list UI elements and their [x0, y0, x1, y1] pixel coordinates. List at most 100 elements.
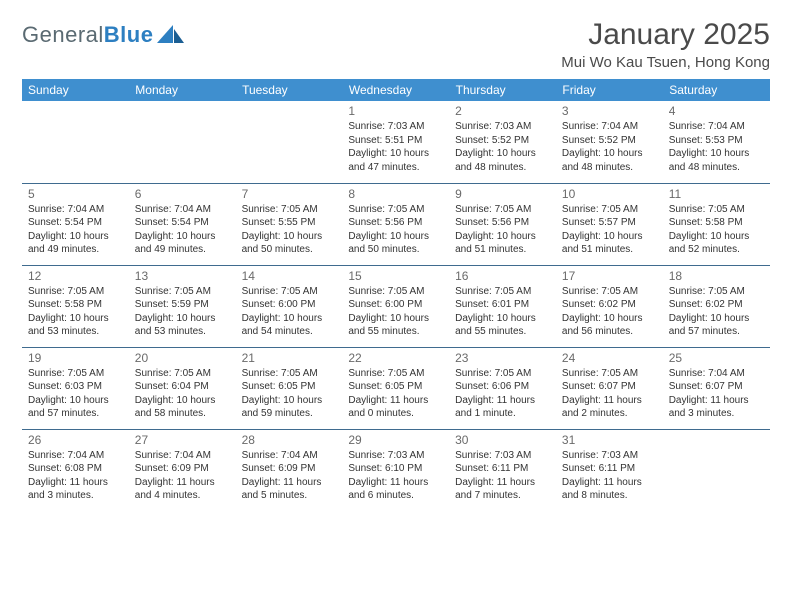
sunset-text: Sunset: 5:56 PM — [455, 216, 550, 230]
day-number: 5 — [28, 187, 123, 201]
daylight-text: Daylight: 11 hours and 0 minutes. — [348, 394, 443, 421]
day-number: 24 — [562, 351, 657, 365]
calendar-cell: 23Sunrise: 7:05 AMSunset: 6:06 PMDayligh… — [449, 347, 556, 429]
day-header: Thursday — [449, 79, 556, 101]
day-info: Sunrise: 7:05 AMSunset: 5:57 PMDaylight:… — [562, 203, 657, 257]
day-header: Saturday — [663, 79, 770, 101]
brand-text: GeneralBlue — [22, 22, 153, 48]
calendar-cell: 14Sunrise: 7:05 AMSunset: 6:00 PMDayligh… — [236, 265, 343, 347]
day-info: Sunrise: 7:05 AMSunset: 6:03 PMDaylight:… — [28, 367, 123, 421]
calendar-table: Sunday Monday Tuesday Wednesday Thursday… — [22, 79, 770, 511]
day-number: 8 — [348, 187, 443, 201]
sunset-text: Sunset: 5:51 PM — [348, 134, 443, 148]
calendar-cell: 29Sunrise: 7:03 AMSunset: 6:10 PMDayligh… — [342, 429, 449, 511]
calendar-cell: 22Sunrise: 7:05 AMSunset: 6:05 PMDayligh… — [342, 347, 449, 429]
day-header: Sunday — [22, 79, 129, 101]
calendar-cell: 8 Sunrise: 7:05 AMSunset: 5:56 PMDaylight… — [342, 183, 449, 265]
sunset-text: Sunset: 5:55 PM — [242, 216, 337, 230]
day-info: Sunrise: 7:05 AMSunset: 6:02 PMDaylight:… — [669, 285, 764, 339]
calendar-week-row: 26Sunrise: 7:04 AMSunset: 6:08 PMDayligh… — [22, 429, 770, 511]
sunset-text: Sunset: 6:05 PM — [348, 380, 443, 394]
day-number: 31 — [562, 433, 657, 447]
day-info: Sunrise: 7:05 AMSunset: 5:58 PMDaylight:… — [669, 203, 764, 257]
day-info: Sunrise: 7:05 AMSunset: 6:05 PMDaylight:… — [242, 367, 337, 421]
calendar-cell: 17Sunrise: 7:05 AMSunset: 6:02 PMDayligh… — [556, 265, 663, 347]
day-number: 12 — [28, 269, 123, 283]
sunrise-text: Sunrise: 7:05 AM — [28, 285, 123, 299]
day-header-row: Sunday Monday Tuesday Wednesday Thursday… — [22, 79, 770, 101]
day-info: Sunrise: 7:05 AMSunset: 5:56 PMDaylight:… — [348, 203, 443, 257]
sunset-text: Sunset: 5:54 PM — [135, 216, 230, 230]
day-info: Sunrise: 7:05 AMSunset: 6:05 PMDaylight:… — [348, 367, 443, 421]
calendar-cell: 9Sunrise: 7:05 AMSunset: 5:56 PMDaylight… — [449, 183, 556, 265]
sunset-text: Sunset: 6:11 PM — [455, 462, 550, 476]
sunrise-text: Sunrise: 7:05 AM — [135, 285, 230, 299]
day-info: Sunrise: 7:05 AMSunset: 6:07 PMDaylight:… — [562, 367, 657, 421]
day-info: Sunrise: 7:05 AMSunset: 5:59 PMDaylight:… — [135, 285, 230, 339]
day-info: Sunrise: 7:04 AMSunset: 6:09 PMDaylight:… — [135, 449, 230, 503]
day-number: 18 — [669, 269, 764, 283]
sunset-text: Sunset: 6:00 PM — [348, 298, 443, 312]
calendar-cell: 26Sunrise: 7:04 AMSunset: 6:08 PMDayligh… — [22, 429, 129, 511]
sunset-text: Sunset: 6:09 PM — [242, 462, 337, 476]
calendar-cell — [663, 429, 770, 511]
calendar-cell: 13Sunrise: 7:05 AMSunset: 5:59 PMDayligh… — [129, 265, 236, 347]
sunrise-text: Sunrise: 7:05 AM — [348, 367, 443, 381]
daylight-text: Daylight: 10 hours and 48 minutes. — [562, 147, 657, 174]
day-info: Sunrise: 7:05 AMSunset: 6:01 PMDaylight:… — [455, 285, 550, 339]
daylight-text: Daylight: 10 hours and 57 minutes. — [28, 394, 123, 421]
sunrise-text: Sunrise: 7:05 AM — [348, 285, 443, 299]
sunrise-text: Sunrise: 7:05 AM — [242, 367, 337, 381]
day-info: Sunrise: 7:04 AMSunset: 6:07 PMDaylight:… — [669, 367, 764, 421]
sunrise-text: Sunrise: 7:03 AM — [562, 449, 657, 463]
sunrise-text: Sunrise: 7:04 AM — [669, 367, 764, 381]
sunrise-text: Sunrise: 7:05 AM — [455, 285, 550, 299]
sunrise-text: Sunrise: 7:05 AM — [242, 285, 337, 299]
day-number: 25 — [669, 351, 764, 365]
daylight-text: Daylight: 10 hours and 59 minutes. — [242, 394, 337, 421]
day-number: 9 — [455, 187, 550, 201]
sunrise-text: Sunrise: 7:03 AM — [348, 120, 443, 134]
daylight-text: Daylight: 10 hours and 54 minutes. — [242, 312, 337, 339]
day-number: 19 — [28, 351, 123, 365]
day-info: Sunrise: 7:05 AMSunset: 6:04 PMDaylight:… — [135, 367, 230, 421]
day-info: Sunrise: 7:03 AMSunset: 5:52 PMDaylight:… — [455, 120, 550, 174]
daylight-text: Daylight: 10 hours and 50 minutes. — [348, 230, 443, 257]
sunset-text: Sunset: 6:01 PM — [455, 298, 550, 312]
daylight-text: Daylight: 10 hours and 47 minutes. — [348, 147, 443, 174]
day-number: 17 — [562, 269, 657, 283]
calendar-cell: 25 Sunrise: 7:04 AMSunset: 6:07 PMDayligh… — [663, 347, 770, 429]
day-number: 21 — [242, 351, 337, 365]
sunrise-text: Sunrise: 7:05 AM — [28, 367, 123, 381]
sunset-text: Sunset: 6:09 PM — [135, 462, 230, 476]
day-info: Sunrise: 7:04 AMSunset: 5:52 PMDaylight:… — [562, 120, 657, 174]
day-info: Sunrise: 7:03 AMSunset: 6:11 PMDaylight:… — [562, 449, 657, 503]
sunset-text: Sunset: 5:52 PM — [455, 134, 550, 148]
day-number: 15 — [348, 269, 443, 283]
day-number: 28 — [242, 433, 337, 447]
calendar-cell: 16Sunrise: 7:05 AMSunset: 6:01 PMDayligh… — [449, 265, 556, 347]
calendar-cell: 15Sunrise: 7:05 AMSunset: 6:00 PMDayligh… — [342, 265, 449, 347]
daylight-text: Daylight: 10 hours and 48 minutes. — [455, 147, 550, 174]
sunrise-text: Sunrise: 7:03 AM — [455, 449, 550, 463]
calendar-week-row: 12Sunrise: 7:05 AMSunset: 5:58 PMDayligh… — [22, 265, 770, 347]
day-number: 30 — [455, 433, 550, 447]
sunset-text: Sunset: 5:58 PM — [669, 216, 764, 230]
day-number: 26 — [28, 433, 123, 447]
daylight-text: Daylight: 10 hours and 52 minutes. — [669, 230, 764, 257]
day-number: 23 — [455, 351, 550, 365]
calendar-cell: 7Sunrise: 7:05 AMSunset: 5:55 PMDaylight… — [236, 183, 343, 265]
calendar-cell: 21 Sunrise: 7:05 AMSunset: 6:05 PMDayligh… — [236, 347, 343, 429]
sunset-text: Sunset: 5:59 PM — [135, 298, 230, 312]
calendar-cell: 20Sunrise: 7:05 AMSunset: 6:04 PMDayligh… — [129, 347, 236, 429]
sunrise-text: Sunrise: 7:05 AM — [562, 203, 657, 217]
sunrise-text: Sunrise: 7:05 AM — [455, 203, 550, 217]
calendar-cell: 24 Sunrise: 7:05 AMSunset: 6:07 PMDayligh… — [556, 347, 663, 429]
daylight-text: Daylight: 11 hours and 7 minutes. — [455, 476, 550, 503]
day-info: Sunrise: 7:04 AMSunset: 5:53 PMDaylight:… — [669, 120, 764, 174]
daylight-text: Daylight: 10 hours and 58 minutes. — [135, 394, 230, 421]
sunset-text: Sunset: 5:58 PM — [28, 298, 123, 312]
calendar-page: GeneralBlue January 2025 Mui Wo Kau Tsue… — [0, 0, 792, 523]
sunrise-text: Sunrise: 7:05 AM — [562, 367, 657, 381]
calendar-cell: 12Sunrise: 7:05 AMSunset: 5:58 PMDayligh… — [22, 265, 129, 347]
